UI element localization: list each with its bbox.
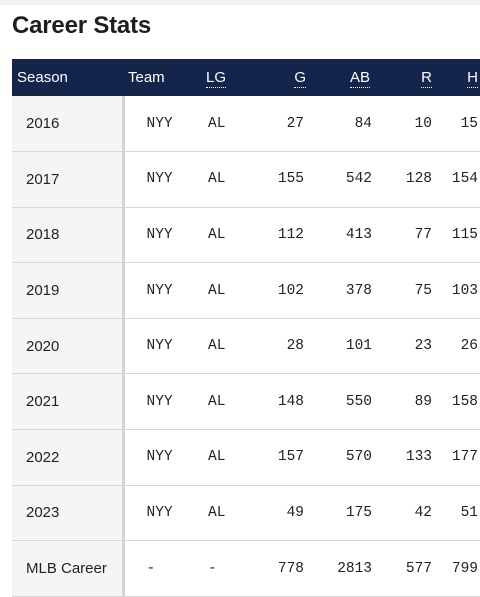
at-bats-cell: 101 [306,318,374,375]
league-cell: AL [192,373,254,431]
runs-cell: 77 [374,207,434,264]
header-runs[interactable]: R [421,69,432,88]
page-title: Career Stats [12,12,152,39]
header-team[interactable]: Team [128,69,165,86]
team-cell: NYY [123,485,192,542]
league-cell: AL [192,207,254,264]
games-cell: 112 [254,207,306,264]
hits-cell: 799 [434,540,480,597]
league-cell: AL [192,262,254,319]
games-cell: 28 [254,318,306,375]
team-cell: - [123,540,192,597]
runs-cell: 89 [374,373,434,431]
hits-cell: 103 [434,262,480,319]
league-cell: AL [192,318,254,375]
header-season[interactable]: Season [17,69,68,86]
runs-cell: 133 [374,429,434,486]
hits-cell: 26 [434,318,480,375]
team-cell: NYY [123,373,192,431]
team-cell: NYY [123,429,192,486]
season-cell: 2016 [12,96,125,153]
season-cell: 2019 [12,262,125,319]
league-cell: AL [192,485,254,542]
games-cell: 148 [254,373,306,431]
runs-cell: 75 [374,262,434,319]
table-row: 2017 NYY AL 155 542 128 154 [12,151,480,208]
career-total-row: MLB Career - - 778 2813 577 799 [12,540,480,597]
at-bats-cell: 2813 [306,540,374,597]
header-league[interactable]: LG [206,69,227,88]
games-cell: 27 [254,96,306,153]
season-cell: 2017 [12,151,125,208]
runs-cell: 577 [374,540,434,597]
runs-cell: 10 [374,96,434,153]
games-cell: 157 [254,429,306,486]
games-cell: 155 [254,151,306,208]
at-bats-cell: 550 [306,373,374,431]
hits-cell: 51 [434,485,480,542]
at-bats-cell: 542 [306,151,374,208]
at-bats-cell: 413 [306,207,374,264]
career-stats-table: Season Team LG G AB R H 2016 NYY AL 27 8… [12,59,480,597]
table-header-row: Season Team LG G AB R H [12,59,480,96]
team-cell: NYY [123,262,192,319]
top-bar [0,0,480,5]
at-bats-cell: 378 [306,262,374,319]
at-bats-cell: 175 [306,485,374,542]
header-at-bats[interactable]: AB [349,69,370,88]
table-row: 2020 NYY AL 28 101 23 26 [12,318,480,375]
table-row: 2016 NYY AL 27 84 10 15 [12,96,480,153]
season-cell: 2023 [12,485,125,542]
hits-cell: 177 [434,429,480,486]
team-cell: NYY [123,207,192,264]
table-row: 2021 NYY AL 148 550 89 158 [12,373,480,431]
table-row: 2019 NYY AL 102 378 75 103 [12,262,480,319]
games-cell: 778 [254,540,306,597]
hits-cell: 115 [434,207,480,264]
table-row: 2022 NYY AL 157 570 133 177 [12,429,480,486]
table-row: 2023 NYY AL 49 175 42 51 [12,485,480,542]
league-cell: AL [192,96,254,153]
team-cell: NYY [123,96,192,153]
header-hits[interactable]: H [467,69,478,88]
runs-cell: 23 [374,318,434,375]
at-bats-cell: 84 [306,96,374,153]
games-cell: 49 [254,485,306,542]
header-games[interactable]: G [294,69,306,88]
season-cell: 2021 [12,373,125,431]
hits-cell: 154 [434,151,480,208]
league-cell: AL [192,429,254,486]
season-cell: 2022 [12,429,125,486]
runs-cell: 128 [374,151,434,208]
team-cell: NYY [123,151,192,208]
table-row: 2018 NYY AL 112 413 77 115 [12,207,480,264]
season-cell: 2020 [12,318,125,375]
season-cell: MLB Career [12,540,125,597]
hits-cell: 158 [434,373,480,431]
runs-cell: 42 [374,485,434,542]
season-cell: 2018 [12,207,125,264]
games-cell: 102 [254,262,306,319]
league-cell: AL [192,151,254,208]
hits-cell: 15 [434,96,480,153]
league-cell: - [192,540,254,597]
team-cell: NYY [123,318,192,375]
at-bats-cell: 570 [306,429,374,486]
